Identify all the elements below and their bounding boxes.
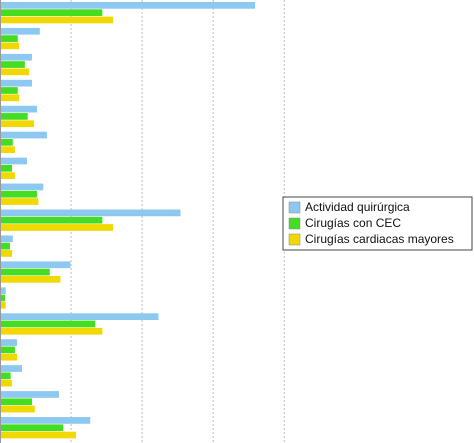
bar [0,105,37,113]
bar [0,27,40,35]
bar [0,68,30,76]
bar [0,120,35,128]
bar [0,320,96,328]
legend-swatch [288,201,301,214]
bar [0,261,71,269]
bar [0,372,11,380]
bar [0,301,6,309]
legend-label: Actividad quirúrgica [305,200,410,214]
bar [0,391,59,398]
bar [0,9,103,16]
bar [0,313,159,320]
bar [0,164,13,172]
bar [0,353,18,361]
bar [0,139,13,146]
bar [0,53,32,61]
bar [0,398,32,406]
bar [0,276,61,283]
bar [0,224,113,231]
bar [0,346,15,354]
bar [0,268,50,276]
bar [0,198,39,205]
legend-swatch [288,233,301,246]
bar [0,157,28,165]
bar [0,146,15,154]
bar [0,287,6,295]
bar [0,172,15,179]
bar [0,94,20,102]
bar [0,379,13,387]
bar [0,2,256,9]
legend-box [282,196,473,251]
bar [0,42,20,50]
bar [0,87,18,94]
legend-swatch [288,217,301,230]
bar [0,327,103,335]
legend-label: Cirugías con CEC [305,216,401,230]
bar [0,16,113,24]
bar [0,242,10,250]
bar [0,250,13,257]
bar [0,113,28,120]
bar [0,339,18,346]
bar [0,235,13,243]
bar [0,431,77,439]
bar [0,417,91,424]
bar [0,131,47,139]
bar [0,79,32,87]
bar [0,209,181,217]
legend-label: Cirugías cardiacas mayores [305,232,454,246]
bar [0,424,64,432]
bar [0,61,25,68]
bar [0,405,35,413]
bar [0,294,5,302]
bar [0,216,103,224]
bar [0,190,37,198]
bar [0,35,18,42]
bar [0,183,44,191]
bar [0,365,23,372]
